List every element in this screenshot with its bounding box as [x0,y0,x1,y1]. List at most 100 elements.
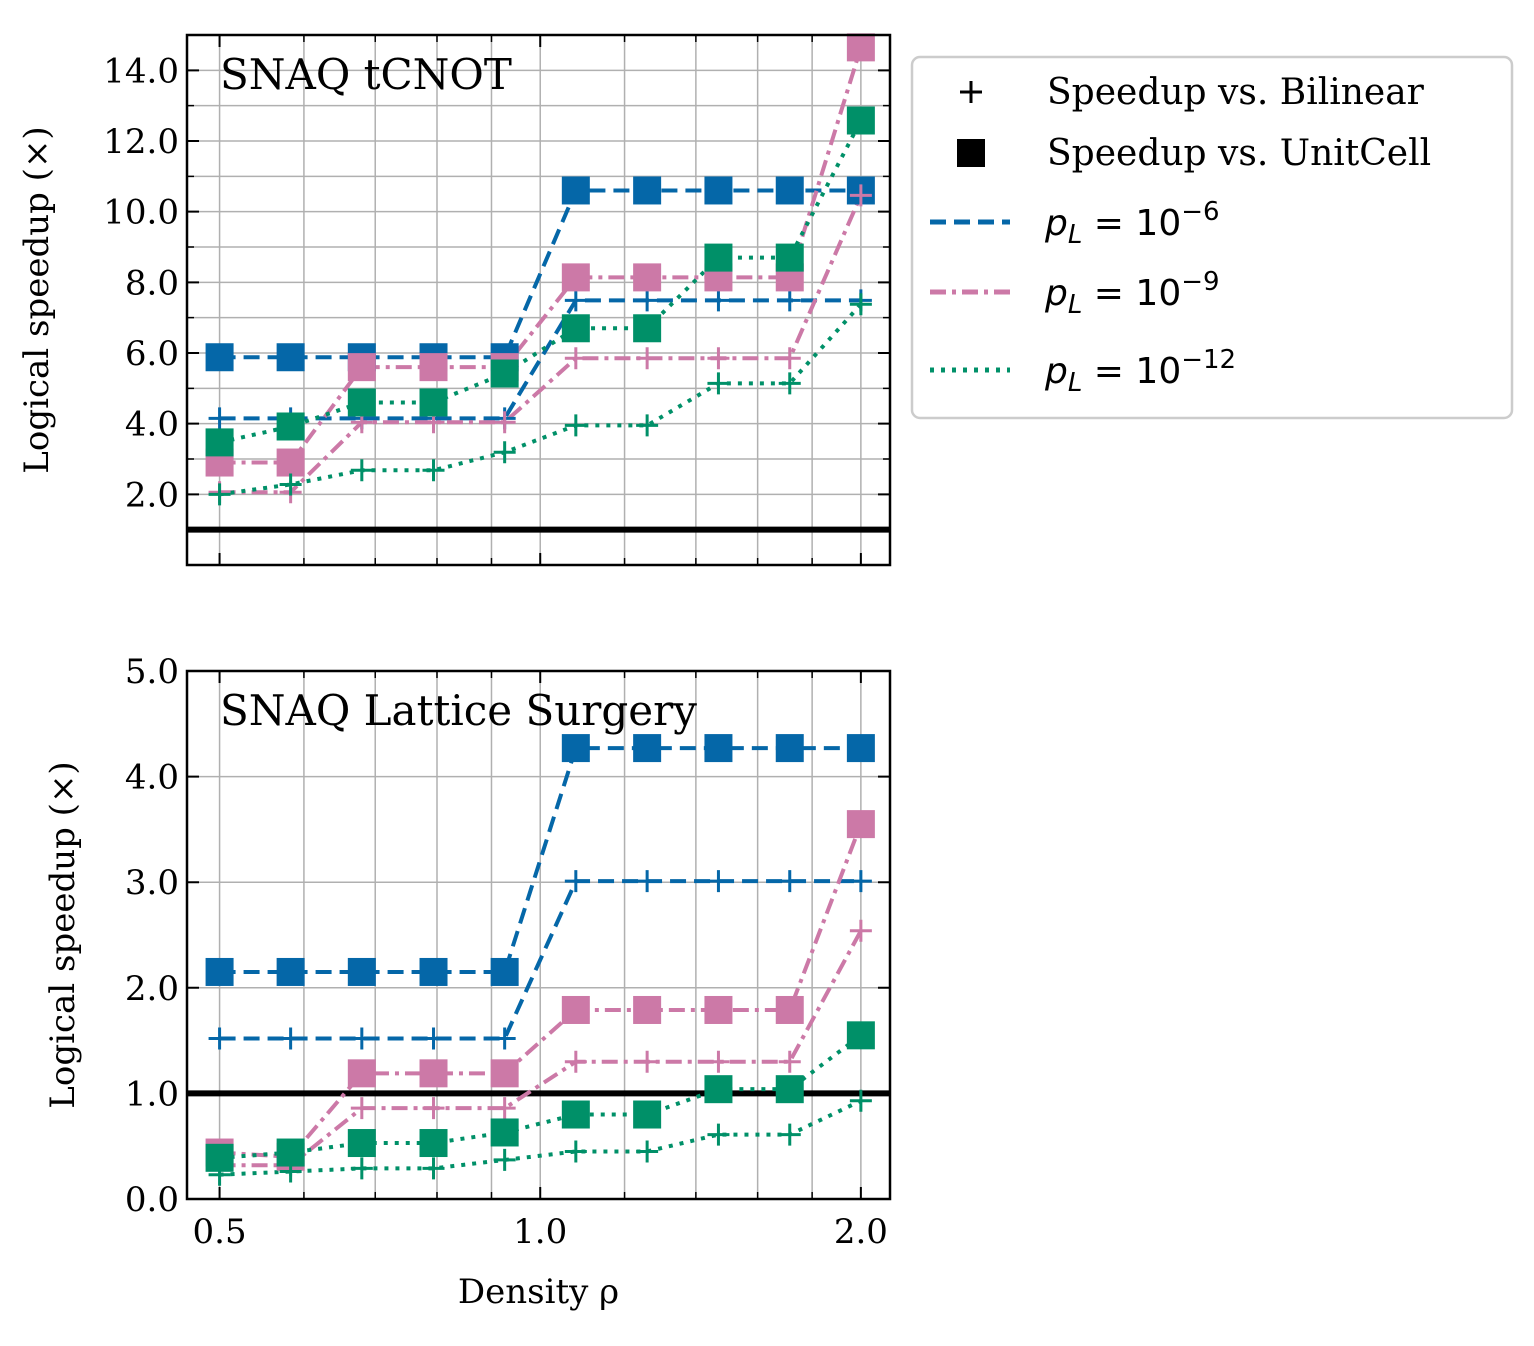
square-marker [633,314,662,343]
plus-marker [422,1097,445,1120]
y-tick-label: 3.0 [125,863,179,903]
square-marker [704,995,733,1024]
square-marker [775,995,804,1024]
series-line [219,929,863,1168]
plus-marker [422,1027,445,1050]
plus-marker [849,870,872,893]
square-marker [490,957,519,986]
square-marker [347,957,376,986]
square-marker [276,412,305,441]
plus-marker [422,459,445,482]
square-marker [704,1075,733,1104]
square-marker [633,734,662,763]
plus-marker [493,411,516,434]
plus-marker [564,414,587,437]
square-marker [419,388,448,417]
square-marker [276,343,305,372]
plus-marker [707,1123,730,1146]
square-marker [846,1021,875,1050]
square-marker [561,176,590,205]
square-marker [490,359,519,388]
legend-box [910,55,1514,420]
square-marker [775,176,804,205]
plus-marker [636,289,659,312]
label-rest: = 10 [1082,351,1181,392]
square-marker [276,957,305,986]
square-marker [561,314,590,343]
square-marker [205,957,234,986]
axes-frame [185,669,892,1201]
y-tick-label: 10.0 [103,193,179,233]
square-marker [347,388,376,417]
square-marker [490,1059,519,1088]
series-line [219,188,861,360]
series-line [219,194,863,495]
square-marker [276,448,305,477]
plus-marker [849,184,872,207]
square-marker [419,957,448,986]
axes-frame [185,33,892,567]
plus-marker [849,293,872,316]
plus-marker [636,870,659,893]
y-tick-label: 1.0 [125,1074,179,1114]
y-tick-label: 2.0 [125,475,179,515]
legend-label: pL = 10−6 [1044,197,1220,250]
plus-marker [493,1148,516,1171]
label-var: p [1044,273,1068,314]
legend-marker [960,81,982,103]
plus-marker [350,1097,373,1120]
label-sup: −9 [1181,267,1219,297]
legend-label: Speedup vs. Bilinear [1047,72,1425,113]
label-rest: = 10 [1082,203,1181,244]
plus-marker [707,870,730,893]
label-var: p [1044,203,1068,244]
label-sub: L [1068,368,1083,398]
plus-marker [493,1097,516,1120]
series-line [219,1098,862,1177]
label-sub: L [1068,290,1083,320]
plus-marker [849,919,872,942]
plus-marker [778,1050,801,1073]
y-tick-label: 4.0 [125,758,179,798]
square-marker [704,176,733,205]
square-marker [846,734,875,763]
series-line [219,746,861,974]
plus-marker [564,289,587,312]
series-line [219,879,861,1041]
plus-marker [778,1123,801,1146]
y-axis-label: Logical speedup (×) [43,761,83,1108]
series-line [219,1033,863,1160]
plus-marker [636,1140,659,1163]
square-marker [846,810,875,839]
y-tick-label: 0.0 [125,1180,179,1220]
plus-marker [350,1157,373,1180]
square-marker [704,734,733,763]
plus-marker [778,870,801,893]
plus-marker [849,1089,872,1112]
plus-marker [707,347,730,370]
y-tick-label: 5.0 [125,652,179,692]
legend-label: pL = 10−12 [1044,345,1236,398]
square-marker [490,1118,519,1147]
y-tick-label: 12.0 [103,122,179,162]
plus-marker [493,441,516,464]
plus-marker [564,1140,587,1163]
plus-marker [636,414,659,437]
square-marker [561,995,590,1024]
panel-title: SNAQ tCNOT [220,50,512,99]
square-marker [419,1059,448,1088]
label-sub: L [1068,220,1083,250]
panel-title: SNAQ Lattice Surgery [220,686,697,735]
series-line [219,298,861,421]
y-tick-label: 4.0 [125,405,179,445]
plus-marker [422,1157,445,1180]
square-marker [633,1100,662,1129]
plus-marker [636,347,659,370]
square-marker [633,176,662,205]
plus-marker [350,1027,373,1050]
y-tick-label: 14.0 [103,51,179,91]
legend-label: Speedup vs. UnitCell [1047,133,1431,174]
plus-marker [707,1050,730,1073]
